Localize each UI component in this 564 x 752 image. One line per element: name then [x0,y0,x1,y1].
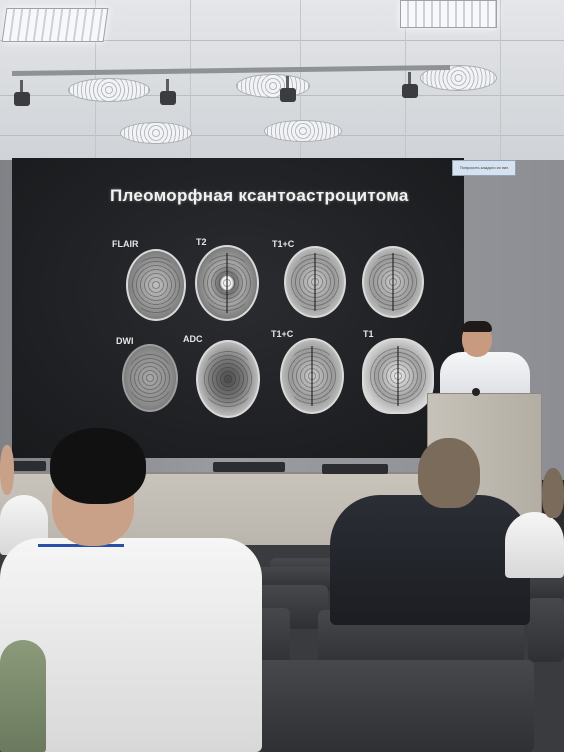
ceiling-vent [68,78,150,102]
attendee-left-head [0,445,14,495]
mri-t1c-image [284,246,346,318]
label-t2: T2 [196,237,207,247]
ceiling-vent [120,122,192,144]
presenter-hair [462,321,492,332]
mri-flair-image [126,249,186,321]
attendee-right-head [542,468,564,518]
desk-monitor [12,461,46,471]
attendee-foreground-hair [50,428,146,504]
chair [528,598,564,662]
mri-t1-coronal-image [362,338,434,414]
attendee-center-dark-jacket [330,495,530,625]
lighting-track [11,64,451,77]
spotlight [402,72,418,98]
label-t1c-bottom: T1+C [271,329,294,339]
ceiling [0,0,564,166]
spotlight [160,79,176,105]
desk-monitor [322,464,388,474]
microphone [472,388,480,396]
mri-adc-image [196,340,260,418]
ceiling-light [1,8,109,42]
desk-monitor [213,462,285,472]
mri-t1c-axial-image [362,246,424,318]
slide-title: Плеоморфная ксантоастроцитома [110,186,409,205]
label-adc: ADC [183,334,203,344]
chair [258,660,534,752]
attendee-foreground-left-green [0,640,46,752]
label-t1: T1 [363,329,374,339]
attendee-right-white-coat [505,512,564,578]
mri-t2-image [195,245,259,321]
attendee-lanyard [38,544,124,547]
ceiling-vent [264,120,342,142]
spotlight [280,76,296,102]
mri-dwi-image [122,344,178,412]
label-dwi: DWI [116,336,134,346]
label-t1c-top: T1+C [272,239,295,249]
mri-t1c-image-2 [280,338,344,414]
label-flair: FLAIR [112,239,139,249]
ceiling-light [400,0,497,28]
ceiling-vent [236,74,310,98]
screen-overlay-window: Попросить каждого из них [452,160,516,176]
spotlight [14,80,30,106]
attendee-center-head [418,438,480,508]
